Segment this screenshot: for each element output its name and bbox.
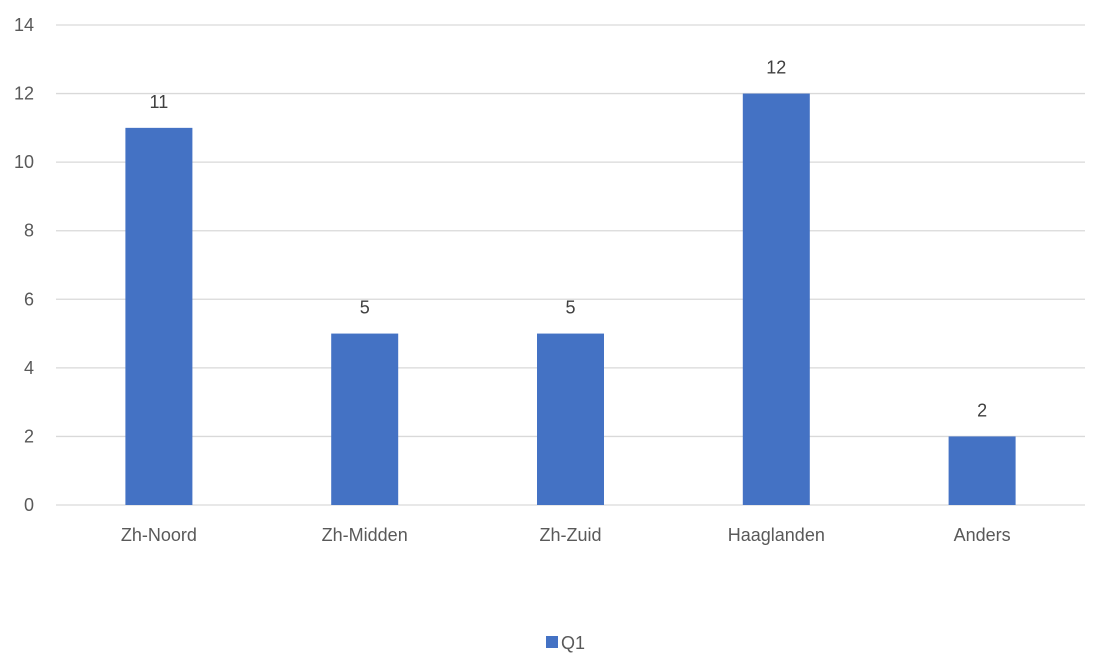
bar <box>537 333 604 505</box>
x-tick-label: Anders <box>954 525 1011 545</box>
data-label: 2 <box>977 400 987 420</box>
bars <box>125 93 1016 506</box>
y-tick-label: 0 <box>24 495 34 515</box>
x-tick-label: Zh-Zuid <box>539 525 601 545</box>
y-tick-label: 4 <box>24 358 34 378</box>
legend: Q1 <box>546 633 585 653</box>
y-tick-label: 2 <box>24 426 34 446</box>
x-tick-label: Zh-Midden <box>322 525 408 545</box>
y-tick-label: 8 <box>24 221 34 241</box>
legend-swatch-q1 <box>546 636 558 648</box>
data-label: 11 <box>150 92 169 112</box>
x-tick-label: Zh-Noord <box>121 525 197 545</box>
y-axis-ticks: 0 2 4 6 8 10 12 14 <box>14 15 34 515</box>
data-label: 12 <box>766 58 786 78</box>
bar <box>125 127 193 505</box>
data-label: 5 <box>565 298 575 318</box>
data-labels: 11 5 5 12 2 <box>150 58 988 421</box>
x-tick-label: Haaglanden <box>728 525 825 545</box>
bar <box>742 93 810 506</box>
y-tick-label: 14 <box>14 15 34 35</box>
bar <box>948 436 1016 505</box>
bar <box>331 333 399 505</box>
y-tick-label: 12 <box>14 84 34 104</box>
y-tick-label: 6 <box>24 289 34 309</box>
x-axis-ticks: Zh-Noord Zh-Midden Zh-Zuid Haaglanden Anders <box>121 525 1011 545</box>
legend-label-q1: Q1 <box>561 633 585 653</box>
y-tick-label: 10 <box>14 152 34 172</box>
data-label: 5 <box>360 298 370 318</box>
